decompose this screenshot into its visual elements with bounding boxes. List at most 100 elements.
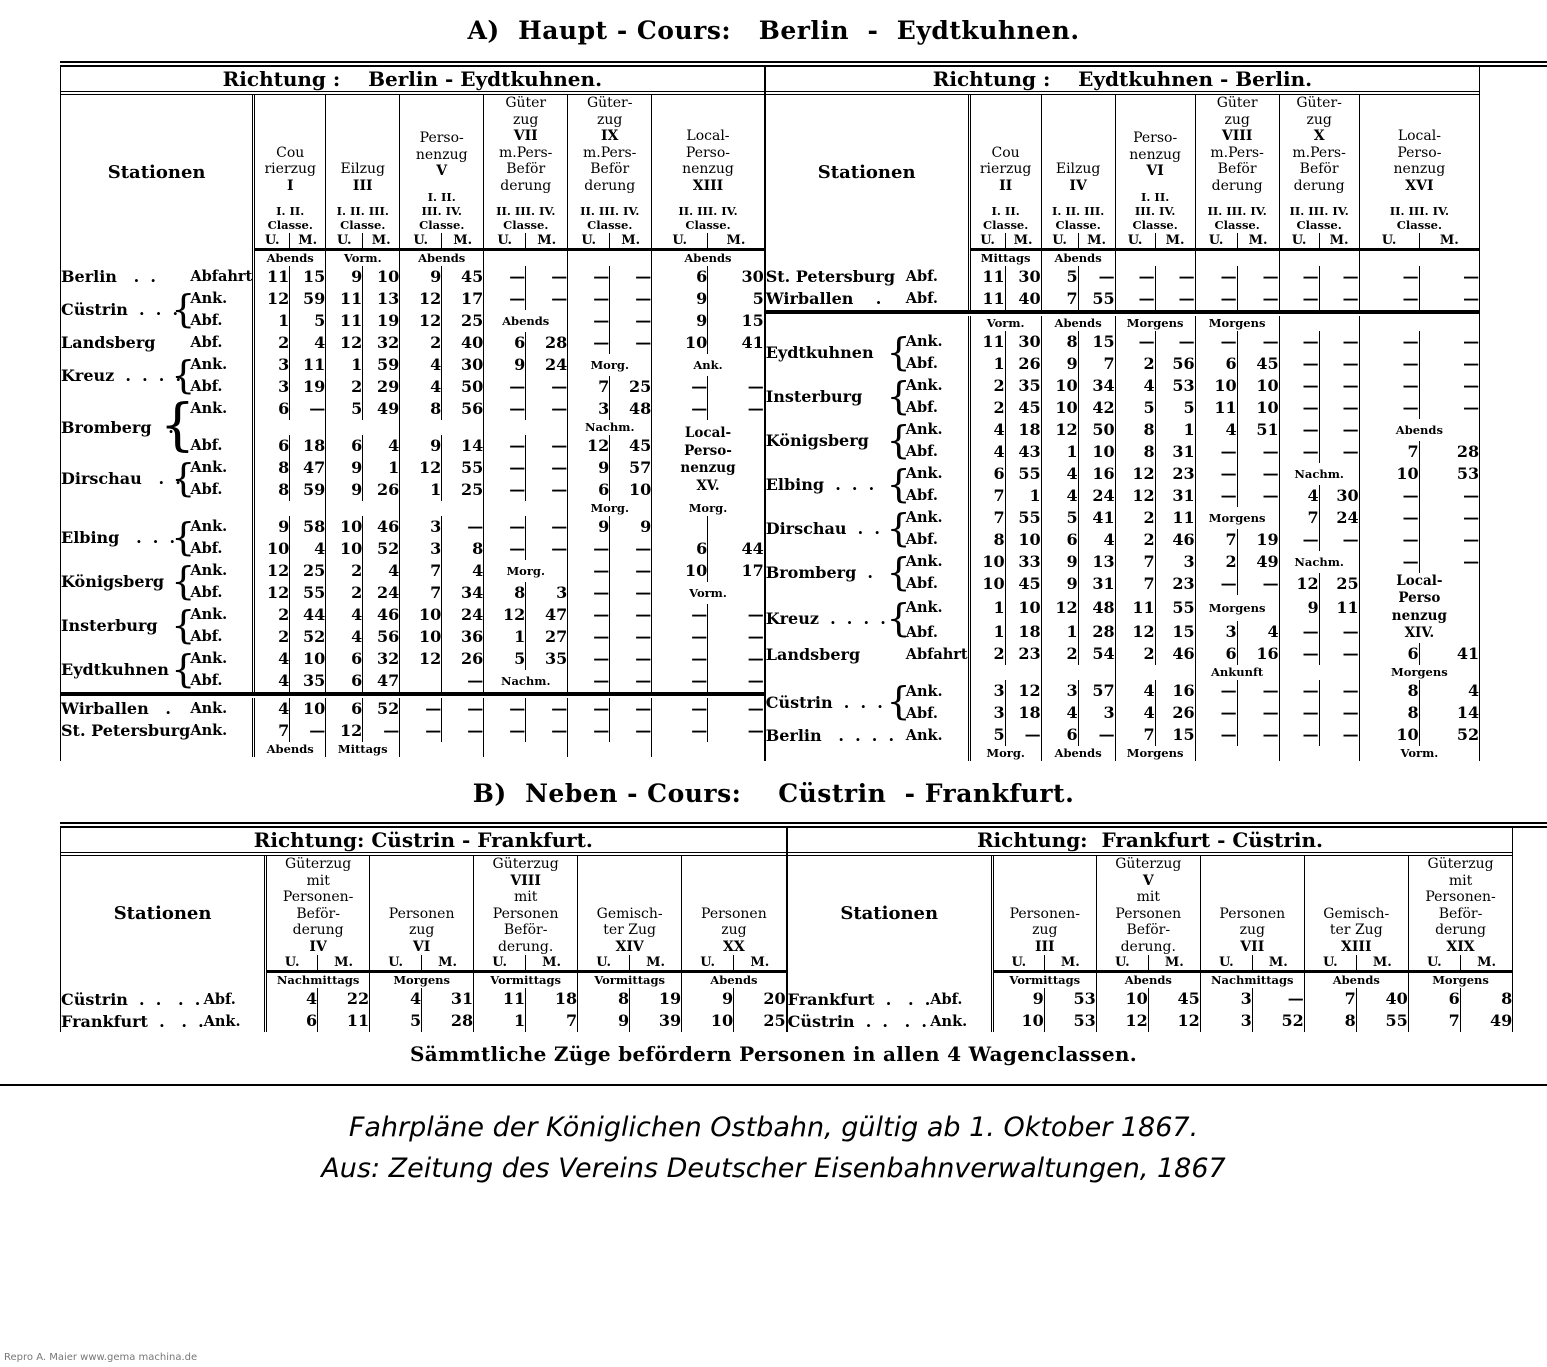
time-minute-cell: — (1236, 572, 1280, 595)
time-hour-cell: 4 (1114, 680, 1156, 703)
time-minute-cell: — (1318, 724, 1360, 747)
time-minute-cell: — (525, 456, 568, 479)
time-minute-cell: 26 (1154, 702, 1196, 725)
time-minute-cell: — (1418, 506, 1480, 529)
time-minute-cell: 36 (441, 625, 484, 648)
time-minute-cell: — (1236, 724, 1280, 747)
time-hour-cell: 2 (252, 603, 290, 626)
time-minute-cell: 3 (525, 581, 568, 604)
time-hour-cell: 9 (577, 1010, 630, 1033)
time-hour-cell: 10 (1358, 462, 1420, 485)
time-minute-cell: 15 (1154, 724, 1196, 747)
time-minute-cell: 16 (1077, 462, 1116, 485)
time-minute-cell: 25 (441, 478, 484, 501)
period-label (1040, 665, 1116, 681)
time-hour-cell: 11 (1114, 594, 1156, 622)
time-hour-cell: 7 (1194, 528, 1238, 551)
time-hour-cell: — (1358, 550, 1420, 573)
time-minute-cell: 55 (289, 581, 326, 604)
time-hour-cell: 10 (1040, 396, 1079, 419)
lead-pad (766, 746, 969, 761)
time-minute-cell: 49 (1459, 1010, 1513, 1033)
stationen-header: Stationen (107, 161, 206, 183)
period-label: Morgens (1114, 315, 1196, 331)
time-hour-cell: 6 (264, 1010, 318, 1033)
time-minute-cell: 3 (1154, 550, 1196, 573)
time-minute-cell: — (1418, 374, 1480, 397)
time-hour-cell: — (567, 331, 610, 354)
period-label: Morg. (567, 500, 652, 516)
table-row: Cüstrin . . . . Ank. 10 53 12 12 3 52 8 55 7 49 (788, 1010, 1513, 1033)
time-hour-cell: 6 (252, 397, 290, 420)
time-minute-cell: 49 (362, 397, 400, 420)
time-minute-cell: 52 (289, 625, 326, 648)
time-hour-cell: 12 (1114, 621, 1156, 644)
time-minute-cell: 40 (441, 331, 484, 354)
time-minute-cell: 26 (1004, 352, 1042, 375)
time-hour-cell: 10 (325, 515, 363, 538)
time-minute-cell: — (1418, 352, 1480, 375)
station-cell: Cüstrin . . .{ (61, 287, 195, 332)
arrival-departure-note: Abf. (905, 443, 938, 461)
time-hour-cell: 2 (1114, 352, 1156, 375)
station-name: Dirschau . . (765, 519, 880, 539)
period-label: Abends (1040, 746, 1116, 762)
time-minute-cell: 54 (1077, 643, 1116, 666)
time-minute-cell: 19 (289, 375, 326, 398)
time-hour-cell: — (651, 697, 708, 720)
time-minute-cell: — (1318, 528, 1360, 551)
time-hour-cell: 11 (473, 988, 526, 1011)
period-label: Ankunft (1194, 665, 1280, 681)
time-minute-cell: 55 (1355, 1010, 1409, 1033)
time-minute-cell: 45 (1004, 396, 1042, 419)
period-label: Nachm. (1278, 462, 1360, 485)
time-hour-cell: — (567, 603, 610, 626)
time-minute-cell: — (1236, 440, 1280, 463)
period-label: Vormittags (473, 971, 578, 989)
time-hour-cell: — (1194, 287, 1238, 312)
brace-glyph: { (886, 373, 911, 418)
time-minute-cell: 53 (1154, 374, 1196, 397)
station-name: Berlin . . (61, 267, 156, 287)
time-hour-cell: 8 (1040, 330, 1079, 353)
time-minute-cell: — (609, 559, 652, 582)
time-hour-cell: 7 (967, 506, 1006, 529)
time-hour-cell: — (1278, 418, 1320, 441)
time-hour-cell: 7 (1358, 440, 1420, 463)
repro-credit: Repro A. Maier www.gema machina.de (4, 1352, 198, 1363)
table-row: Bromberg .{Ank. 10 33 9 13 7 3 2 49 Nachm. — — (766, 550, 1480, 594)
time-hour-cell: 6 (1194, 643, 1238, 666)
um-header-u: U. (651, 232, 708, 251)
time-hour-cell: 10 (681, 1010, 734, 1033)
station-name: Landsberg (765, 644, 861, 664)
stationen-header: Stationen (817, 161, 916, 183)
time-hour-cell: 11 (325, 287, 363, 310)
um-header-u: U. (1040, 232, 1079, 251)
caption-line-1: Fahrpläne der Königlichen Ostbahn, gülti… (348, 1112, 1199, 1144)
richtung-header: Richtung: Cüstrin - Frankfurt. (61, 828, 786, 857)
time-minute-cell: 53 (1418, 462, 1480, 485)
time-hour-cell: — (651, 719, 708, 742)
period-label (1278, 665, 1360, 681)
period-label: Vorm. (967, 315, 1042, 331)
train-column-header: Güterzug mit Personen- Beför-derung IV (264, 854, 370, 956)
station-cell: Kreuz . . . .{ (61, 353, 195, 398)
um-header-u: U. (252, 232, 290, 251)
train-column-header: Eilzug III I. II. III. Classe. (325, 93, 400, 233)
table-row: Abf. 10 45 9 31 7 23— —12 25 Local- Perso nenzug XIV… (766, 572, 1480, 644)
time-minute-cell: 18 (525, 988, 578, 1011)
time-hour-cell: 2 (399, 331, 442, 354)
time-hour-cell: 4 (252, 669, 290, 694)
time-hour-cell: 1 (967, 621, 1006, 644)
arrival-departure-note: Abf. (190, 312, 223, 330)
time-minute-cell: 24 (1318, 506, 1360, 529)
time-minute-cell: — (609, 697, 652, 720)
time-minute-cell: 31 (1077, 572, 1116, 595)
time-minute-cell: — (1418, 484, 1480, 507)
time-minute-cell: 23 (1004, 643, 1042, 666)
time-hour-cell: 12 (252, 287, 290, 310)
time-minute-cell: 59 (289, 478, 326, 501)
station-cell: Königsberg { (766, 418, 911, 463)
time-minute-cell: — (525, 397, 568, 420)
time-minute-cell: 10 (1236, 374, 1280, 397)
